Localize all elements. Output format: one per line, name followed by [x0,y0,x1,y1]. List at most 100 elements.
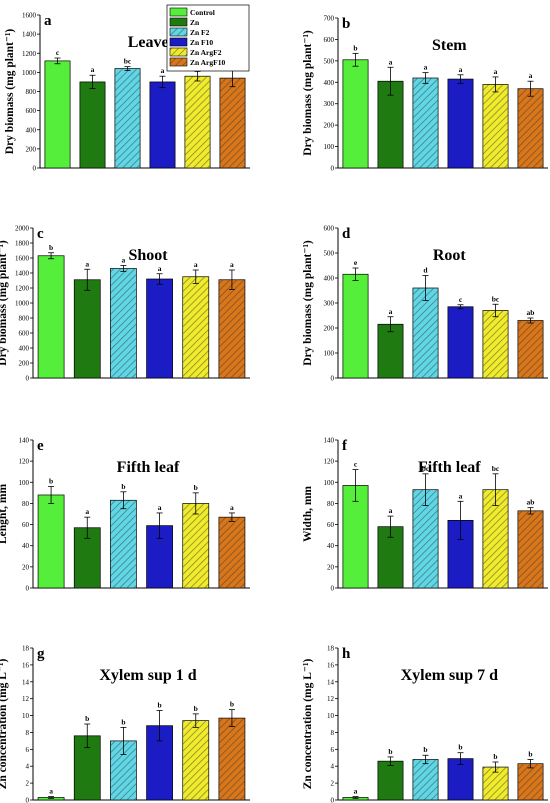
y-tick-label: 14 [22,678,30,686]
significance-letter: b [194,483,198,492]
legend-entry: Control [190,8,215,17]
y-tick-label: 200 [26,145,37,153]
bar-hatch [412,489,439,588]
y-tick-label: 500 [324,57,335,65]
y-tick-label: 2000 [15,225,30,233]
y-tick-label: 12 [22,695,30,703]
significance-letter: ab [527,498,535,507]
y-tick-label: 800 [26,88,37,96]
y-tick-label: 60 [327,521,335,529]
panels-layer: 02004006008001000120014001600cabcaababaL… [0,12,548,803]
bar-hatch [412,288,439,378]
panel-title: Shoot [128,247,168,264]
y-tick-label: 100 [19,479,30,487]
significance-letter: a [230,260,234,269]
bar-hatch [110,268,137,378]
y-tick-label: 80 [327,500,335,508]
chart-panel-a: 02004006008001000120014001600cabcaababaL… [4,12,250,173]
y-tick-label: 400 [19,345,30,353]
legend-entry: Zn F10 [190,38,213,47]
y-tick-label: 500 [324,250,335,258]
significance-letter: bc [492,294,500,303]
y-tick-label: 40 [22,542,30,550]
legend-swatch-hatch [170,48,187,56]
panel-letter: d [342,226,351,242]
bar-zn-f10 [149,81,176,169]
y-tick-label: 4 [26,763,30,771]
panel-letter: a [44,13,52,29]
significance-letter: ab [527,308,535,317]
y-tick-label: 12 [327,695,335,703]
y-tick-label: 10 [327,712,335,720]
panel-letter: c [37,226,44,242]
significance-letter: b [353,43,357,52]
legend-entry: Zn [190,18,200,27]
y-axis-label: Dry biomass (mg plant⁻¹) [0,240,9,366]
significance-letter: e [354,258,358,267]
y-tick-label: 20 [327,563,335,571]
significance-letter: a [85,507,89,516]
significance-letter: a [389,506,393,515]
significance-letter: a [389,57,393,66]
y-tick-label: 18 [327,645,335,653]
bar-control [44,60,71,169]
y-tick-label: 100 [324,143,335,151]
bar-hatch [517,320,544,378]
bar-zn-f10 [447,78,474,169]
y-tick-label: 2 [26,780,30,788]
panel-letter: e [37,438,44,454]
bar-hatch [218,718,245,800]
significance-letter: c [354,460,358,469]
y-tick-label: 0 [26,585,30,593]
bar-hatch [517,763,544,800]
bar-hatch [182,503,209,588]
chart-panel-h: 0 2 4 6 8 10 12 14 16 18 a b b b b b h Xylem sup 7 d Zn co… [302,645,548,803]
significance-letter: a [230,503,234,512]
bar-zn [79,81,106,169]
significance-letter: b [121,717,125,726]
bar-hatch [482,489,509,588]
panel-letter: f [342,438,348,454]
y-tick-label: 0 [26,797,30,803]
y-tick-label: 1200 [15,285,30,293]
chart-panel-c: 0 200 400 600 800 1000 1200 1400 1600 1800 2000 b a a… [0,225,250,383]
significance-letter: a [49,787,53,796]
y-tick-label: 20 [22,563,30,571]
bar-hatch [219,78,246,168]
significance-letter: b [528,749,532,758]
bar-hatch [110,500,137,588]
y-tick-label: 18 [22,645,30,653]
y-tick-label: 60 [22,521,30,529]
y-tick-label: 14 [327,678,335,686]
bar-hatch [182,720,209,800]
y-tick-label: 2 [331,780,335,788]
y-tick-label: 0 [33,165,37,173]
bar-control [342,59,369,169]
y-tick-label: 200 [19,360,30,368]
significance-letter: a [494,67,498,76]
legend-entry: Zn ArgF2 [190,48,222,57]
bar-hatch [182,276,209,378]
bar-zn-f10 [146,278,173,379]
y-axis-label: Dry biomass (mg plant⁻¹) [4,29,16,155]
bar-hatch [412,759,439,800]
bar-hatch [218,279,245,378]
legend-swatch [169,37,188,47]
significance-letter: b [85,714,89,723]
y-tick-label: 6 [331,746,335,754]
panel-letter: g [37,646,45,662]
y-tick-label: 1000 [15,300,30,308]
y-tick-label: 400 [324,79,335,87]
significance-letter: bc [124,57,132,66]
chart-panel-d: 0 100 200 300 400 500 600 e a d c bc ab d Root Dry biom… [302,225,548,383]
y-tick-label: 300 [324,300,335,308]
y-tick-label: 80 [22,500,30,508]
bar-zn-f10 [447,306,474,379]
y-tick-label: 16 [22,661,30,669]
bar-zn [73,279,101,379]
y-tick-label: 8 [26,729,30,737]
panel-title: Xylem sup 7 d [401,667,498,684]
y-tick-label: 0 [26,375,30,383]
